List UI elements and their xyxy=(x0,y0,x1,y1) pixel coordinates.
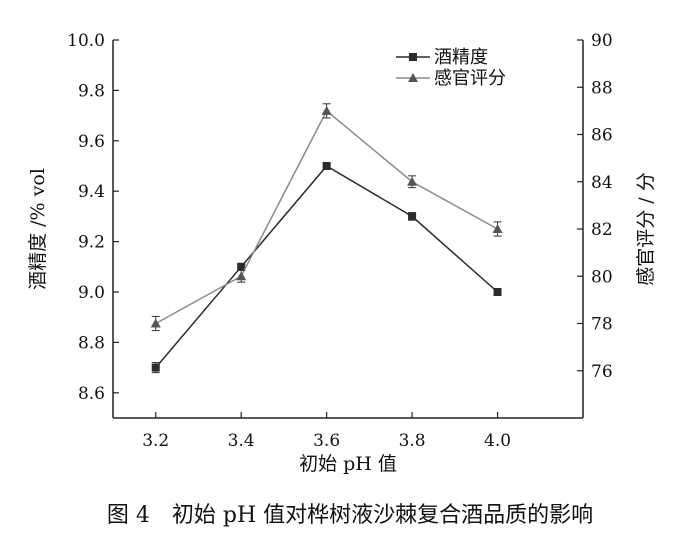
series-line-alcohol xyxy=(155,165,499,369)
data-point-alcohol xyxy=(493,288,502,296)
left-tick-label: 9.0 xyxy=(78,283,105,303)
x-tick-label: 3.4 xyxy=(228,431,255,451)
left-tick-label: 9.8 xyxy=(78,81,105,101)
legend-item-alcohol: 酒精度 xyxy=(396,47,488,68)
x-tick-label: 4.0 xyxy=(484,431,511,451)
right-tick-label: 84 xyxy=(591,173,613,193)
left-tick-label: 9.4 xyxy=(78,182,105,202)
right-tick-label: 88 xyxy=(591,78,613,98)
left-tick-label: 10.0 xyxy=(67,31,105,51)
x-axis-title: 初始 pH 值 xyxy=(299,453,397,475)
data-point-alcohol xyxy=(322,162,331,170)
legend-marker-triangle xyxy=(408,73,418,82)
right-tick-label: 86 xyxy=(591,126,613,146)
left-tick-label: 9.6 xyxy=(78,132,105,152)
x-tick-label: 3.8 xyxy=(399,431,426,451)
legend-marker-square xyxy=(409,53,417,61)
series-layer xyxy=(150,103,503,374)
plot-frame xyxy=(112,40,584,419)
right-tick-label: 78 xyxy=(591,315,613,335)
y-axis-title-right: 感官评分 / 分 xyxy=(635,172,657,285)
series-line-sensory xyxy=(155,109,498,325)
legend-item-sensory: 感官评分 xyxy=(396,68,506,89)
data-point-alcohol xyxy=(408,212,417,221)
legend: 酒精度 感官评分 xyxy=(396,47,506,89)
x-tick-label: 3.6 xyxy=(313,431,340,451)
data-point-alcohol xyxy=(151,363,160,372)
left-ticks: 8.6 8.8 9.0 9.2 9.4 9.6 9.8 10.0 xyxy=(67,31,119,404)
figure-caption: 图 4 初始 pH 值对桦树液沙棘复合酒品质的影响 xyxy=(107,503,593,528)
data-point-alcohol xyxy=(237,262,246,271)
data-point-sensory xyxy=(407,176,418,186)
y-axis-title-left: 酒精度 /% vol xyxy=(27,168,49,290)
left-tick-label: 8.6 xyxy=(78,384,105,404)
x-ticks: 3.2 3.4 3.6 3.8 4.0 xyxy=(142,412,511,451)
right-ticks: 76 78 80 82 84 86 88 90 xyxy=(577,31,613,382)
right-tick-label: 82 xyxy=(591,220,613,240)
x-tick-label: 3.2 xyxy=(142,431,169,451)
right-tick-label: 90 xyxy=(591,31,613,51)
left-tick-label: 8.8 xyxy=(78,333,105,353)
data-point-sensory xyxy=(236,271,247,281)
left-tick-label: 9.2 xyxy=(78,233,105,253)
data-point-sensory xyxy=(492,224,503,233)
data-point-sensory xyxy=(150,318,161,328)
right-tick-label: 80 xyxy=(591,267,613,287)
legend-label-alcohol: 酒精度 xyxy=(434,47,488,68)
right-tick-label: 76 xyxy=(591,362,613,382)
data-point-sensory xyxy=(321,105,332,115)
legend-label-sensory: 感官评分 xyxy=(434,68,506,89)
